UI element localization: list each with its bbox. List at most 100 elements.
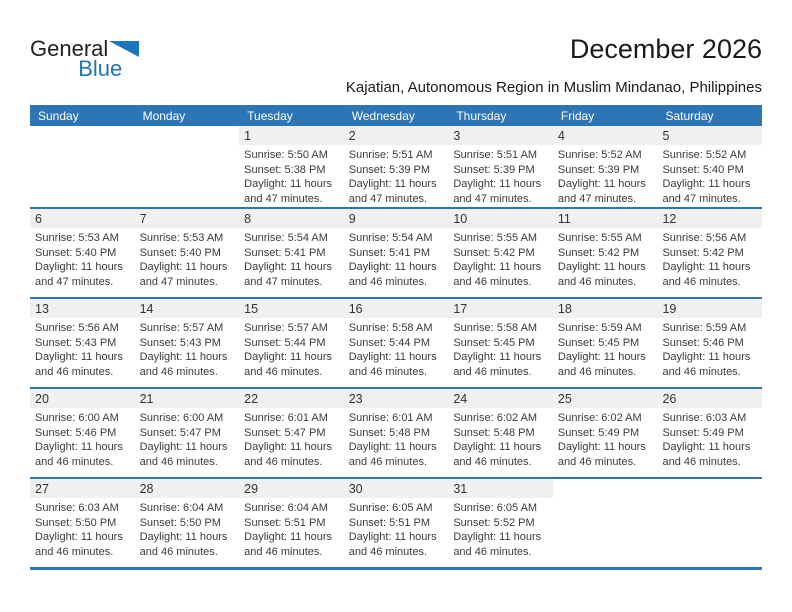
daylight-text: Daylight: 11 hours and 46 minutes. xyxy=(139,441,228,468)
daylight-text: Daylight: 11 hours and 46 minutes. xyxy=(453,351,542,378)
sunset-text: Sunset: 5:47 PM xyxy=(139,426,221,439)
day-details: Sunrise: 6:04 AM Sunset: 5:51 PM Daylight:… xyxy=(239,498,344,559)
day-cell-6: 6 Sunrise: 5:53 AM Sunset: 5:40 PM Daylight… xyxy=(30,209,135,297)
day-number: 21 xyxy=(134,389,240,408)
sunrise-text: Sunrise: 5:54 AM xyxy=(244,232,328,244)
day-number: 11 xyxy=(552,209,658,228)
day-cell-empty xyxy=(657,479,763,567)
sunset-text: Sunset: 5:52 PM xyxy=(453,516,535,529)
day-cell-7: 7 Sunrise: 5:53 AM Sunset: 5:40 PM Daylight… xyxy=(134,209,240,297)
logo: General Blue xyxy=(30,38,140,81)
daylight-text: Daylight: 11 hours and 47 minutes. xyxy=(662,178,751,205)
sunrise-text: Sunrise: 5:59 AM xyxy=(557,322,642,334)
daylight-text: Daylight: 11 hours and 47 minutes. xyxy=(244,178,333,205)
weekday-label-thursday: Thursday xyxy=(456,108,507,123)
week-row: 27 Sunrise: 6:03 AM Sunset: 5:50 PM Dayligh… xyxy=(30,477,763,567)
weekday-label-sunday: Sunday xyxy=(38,108,79,123)
daylight-text: Daylight: 11 hours and 46 minutes. xyxy=(453,261,542,288)
day-cell-17: 17 Sunrise: 5:58 AM Sunset: 5:45 PM Dayligh… xyxy=(448,299,553,387)
weekday-label-saturday: Saturday xyxy=(665,108,714,123)
day-number: 5 xyxy=(657,126,763,145)
day-details: Sunrise: 5:56 AM Sunset: 5:42 PM Daylight:… xyxy=(657,228,762,289)
day-cell-12: 12 Sunrise: 5:56 AM Sunset: 5:42 PM Dayligh… xyxy=(657,209,763,297)
sunrise-text: Sunrise: 5:55 AM xyxy=(453,232,538,244)
day-cell-10: 10 Sunrise: 5:55 AM Sunset: 5:42 PM Dayligh… xyxy=(448,209,553,297)
sunset-text: Sunset: 5:45 PM xyxy=(557,336,640,349)
day-details: Sunrise: 6:05 AM Sunset: 5:51 PM Daylight:… xyxy=(344,498,449,559)
daylight-text: Daylight: 11 hours and 46 minutes. xyxy=(139,351,228,378)
day-details: Sunrise: 5:57 AM Sunset: 5:44 PM Daylight:… xyxy=(239,318,344,379)
day-number: 20 xyxy=(30,389,135,408)
sunset-text: Sunset: 5:46 PM xyxy=(662,336,744,349)
daylight-text: Daylight: 11 hours and 46 minutes. xyxy=(662,441,751,468)
daylight-text: Daylight: 11 hours and 46 minutes. xyxy=(453,441,542,468)
sunrise-text: Sunrise: 6:01 AM xyxy=(348,412,433,424)
day-details: Sunrise: 6:04 AM Sunset: 5:50 PM Daylight:… xyxy=(135,498,240,559)
sunrise-text: Sunrise: 6:05 AM xyxy=(348,502,433,514)
week-row: 1 Sunrise: 5:50 AM Sunset: 5:38 PM Daylight… xyxy=(30,126,763,207)
sunrise-text: Sunrise: 5:54 AM xyxy=(348,232,433,244)
day-details: Sunrise: 5:59 AM Sunset: 5:46 PM Daylight:… xyxy=(657,318,762,379)
sunset-text: Sunset: 5:44 PM xyxy=(244,336,326,349)
sunset-text: Sunset: 5:43 PM xyxy=(35,336,117,349)
sunrise-text: Sunrise: 6:04 AM xyxy=(244,502,328,514)
day-number xyxy=(30,126,135,145)
day-number: 10 xyxy=(448,209,553,228)
daylight-text: Daylight: 11 hours and 46 minutes. xyxy=(348,531,437,558)
logo-text-blue: Blue xyxy=(78,56,123,81)
weekday-label-wednesday: Wednesday xyxy=(351,108,415,123)
day-cell-29: 29 Sunrise: 6:04 AM Sunset: 5:51 PM Dayligh… xyxy=(239,479,344,567)
sunrise-text: Sunrise: 5:50 AM xyxy=(244,149,328,161)
sunset-text: Sunset: 5:50 PM xyxy=(139,516,221,529)
sunset-text: Sunset: 5:40 PM xyxy=(662,163,744,176)
week-row: 20 Sunrise: 6:00 AM Sunset: 5:46 PM Dayligh… xyxy=(30,387,763,477)
day-cell-14: 14 Sunrise: 5:57 AM Sunset: 5:43 PM Dayligh… xyxy=(134,299,240,387)
sunset-text: Sunset: 5:49 PM xyxy=(557,426,640,439)
sunset-text: Sunset: 5:45 PM xyxy=(453,336,535,349)
logo-triangle-icon xyxy=(109,41,140,57)
sunrise-text: Sunrise: 5:53 AM xyxy=(139,232,224,244)
sunrise-text: Sunrise: 5:58 AM xyxy=(453,322,538,334)
day-cell-empty xyxy=(30,126,135,207)
sunrise-text: Sunrise: 6:04 AM xyxy=(139,502,224,514)
sunrise-text: Sunrise: 6:00 AM xyxy=(35,412,119,424)
day-cell-22: 22 Sunrise: 6:01 AM Sunset: 5:47 PM Dayligh… xyxy=(239,389,344,477)
sunrise-text: Sunrise: 5:57 AM xyxy=(244,322,328,334)
day-cell-5: 5 Sunrise: 5:52 AM Sunset: 5:40 PM Daylight… xyxy=(657,126,763,207)
day-cell-20: 20 Sunrise: 6:00 AM Sunset: 5:46 PM Dayligh… xyxy=(30,389,135,477)
day-number: 8 xyxy=(239,209,344,228)
day-number: 9 xyxy=(343,209,449,228)
day-cell-2: 2 Sunrise: 5:51 AM Sunset: 5:39 PM Daylight… xyxy=(343,126,449,207)
sunset-text: Sunset: 5:51 PM xyxy=(348,516,431,529)
day-details: Sunrise: 6:01 AM Sunset: 5:47 PM Daylight:… xyxy=(239,408,344,469)
sunset-text: Sunset: 5:40 PM xyxy=(35,246,117,259)
day-details: Sunrise: 5:58 AM Sunset: 5:45 PM Daylight:… xyxy=(448,318,553,379)
weekday-header-row: Sunday Monday Tuesday Wednesday Thursday Frid… xyxy=(30,105,762,126)
daylight-text: Daylight: 11 hours and 46 minutes. xyxy=(453,531,542,558)
week-row: 13 Sunrise: 5:56 AM Sunset: 5:43 PM Dayligh… xyxy=(30,297,763,387)
daylight-text: Daylight: 11 hours and 47 minutes. xyxy=(244,261,333,288)
day-cell-27: 27 Sunrise: 6:03 AM Sunset: 5:50 PM Dayligh… xyxy=(30,479,135,567)
daylight-text: Daylight: 11 hours and 46 minutes. xyxy=(557,351,646,378)
day-details: Sunrise: 6:01 AM Sunset: 5:48 PM Daylight:… xyxy=(344,408,449,469)
day-details: Sunrise: 5:53 AM Sunset: 5:40 PM Daylight:… xyxy=(30,228,135,289)
day-number: 18 xyxy=(552,299,658,318)
day-number: 30 xyxy=(343,479,449,498)
day-cell-empty xyxy=(134,126,240,207)
sunset-text: Sunset: 5:39 PM xyxy=(557,163,640,176)
daylight-text: Daylight: 11 hours and 46 minutes. xyxy=(348,441,437,468)
daylight-text: Daylight: 11 hours and 46 minutes. xyxy=(348,261,437,288)
day-number: 24 xyxy=(448,389,553,408)
sunset-text: Sunset: 5:48 PM xyxy=(453,426,535,439)
weekday-label-tuesday: Tuesday xyxy=(247,108,293,123)
day-number: 16 xyxy=(343,299,449,318)
day-cell-3: 3 Sunrise: 5:51 AM Sunset: 5:39 PM Daylight… xyxy=(448,126,553,207)
sunset-text: Sunset: 5:44 PM xyxy=(348,336,431,349)
day-cell-16: 16 Sunrise: 5:58 AM Sunset: 5:44 PM Dayligh… xyxy=(343,299,449,387)
day-number: 22 xyxy=(239,389,344,408)
sunrise-text: Sunrise: 5:57 AM xyxy=(139,322,224,334)
sunrise-text: Sunrise: 5:56 AM xyxy=(35,322,119,334)
day-details: Sunrise: 5:53 AM Sunset: 5:40 PM Daylight:… xyxy=(135,228,240,289)
sunrise-text: Sunrise: 6:03 AM xyxy=(35,502,119,514)
sunset-text: Sunset: 5:43 PM xyxy=(139,336,221,349)
